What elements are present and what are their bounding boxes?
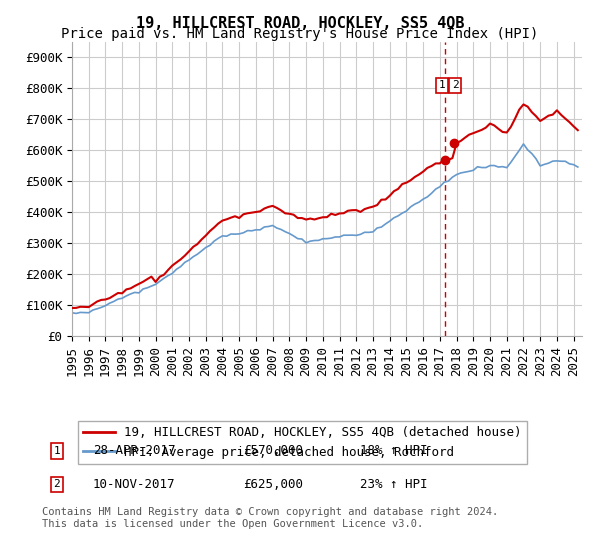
Text: 1: 1 bbox=[439, 80, 446, 90]
Text: 2: 2 bbox=[53, 479, 61, 489]
Text: Contains HM Land Registry data © Crown copyright and database right 2024.
This d: Contains HM Land Registry data © Crown c… bbox=[42, 507, 498, 529]
Text: Price paid vs. HM Land Registry's House Price Index (HPI): Price paid vs. HM Land Registry's House … bbox=[61, 27, 539, 41]
Text: 28-APR-2017: 28-APR-2017 bbox=[93, 444, 176, 458]
Text: 23% ↑ HPI: 23% ↑ HPI bbox=[360, 478, 427, 491]
Text: 1: 1 bbox=[53, 446, 61, 456]
Text: 18% ↑ HPI: 18% ↑ HPI bbox=[360, 444, 427, 458]
Text: 2: 2 bbox=[452, 80, 458, 90]
Text: £570,000: £570,000 bbox=[243, 444, 303, 458]
Text: £625,000: £625,000 bbox=[243, 478, 303, 491]
Legend: 19, HILLCREST ROAD, HOCKLEY, SS5 4QB (detached house), HPI: Average price, detac: 19, HILLCREST ROAD, HOCKLEY, SS5 4QB (de… bbox=[78, 421, 527, 464]
Text: 10-NOV-2017: 10-NOV-2017 bbox=[93, 478, 176, 491]
Text: 19, HILLCREST ROAD, HOCKLEY, SS5 4QB: 19, HILLCREST ROAD, HOCKLEY, SS5 4QB bbox=[136, 16, 464, 31]
